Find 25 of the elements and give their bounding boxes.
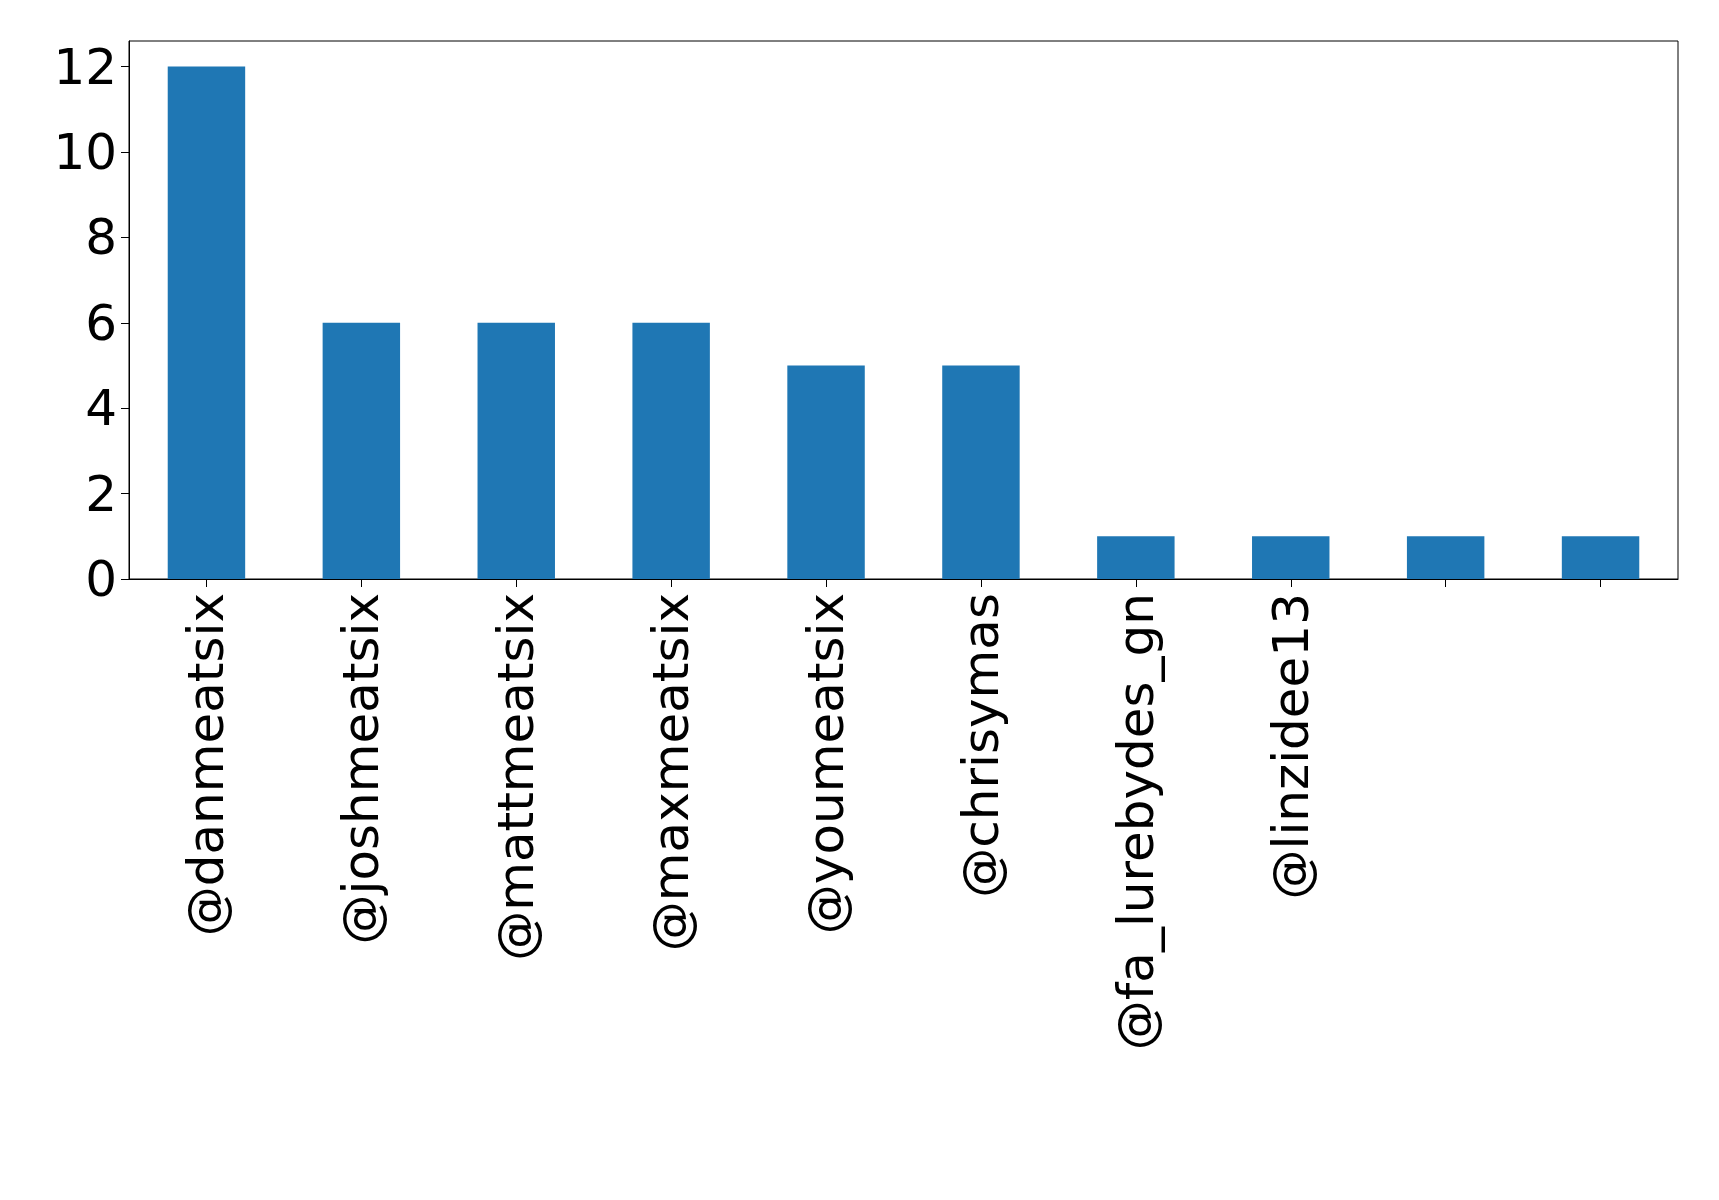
y-tick-label: 0 xyxy=(85,550,117,608)
y-tick-label: 6 xyxy=(85,293,117,352)
bar xyxy=(1097,536,1175,579)
x-tick-label: @fa_lurebydes_gn xyxy=(1106,593,1165,1051)
bar xyxy=(322,322,401,579)
x-tick-label: @youmeatsix xyxy=(797,593,856,935)
bar xyxy=(1561,536,1640,579)
bar xyxy=(477,322,555,579)
x-tick-label: @linzidee13 xyxy=(1261,593,1320,900)
x-tick-label: @mattmeatsix xyxy=(487,593,546,961)
x-tick-label: @danmeatsix xyxy=(177,593,236,937)
y-tick-label: 10 xyxy=(53,123,117,182)
bar xyxy=(787,365,865,579)
y-tick-label: 2 xyxy=(85,464,117,523)
y-tick-label: 8 xyxy=(85,208,117,267)
bar xyxy=(167,66,246,579)
x-tick-label: @joshmeatsix xyxy=(332,593,391,945)
bar xyxy=(942,365,1020,579)
y-tick-label: 4 xyxy=(85,379,117,438)
x-tick-label: @maxmeatsix xyxy=(642,593,701,952)
bar xyxy=(632,322,710,579)
bar xyxy=(1252,536,1330,579)
y-tick-label: 12 xyxy=(53,37,117,96)
x-tick-label: @chrisymas xyxy=(951,593,1010,898)
bar xyxy=(1406,536,1485,579)
